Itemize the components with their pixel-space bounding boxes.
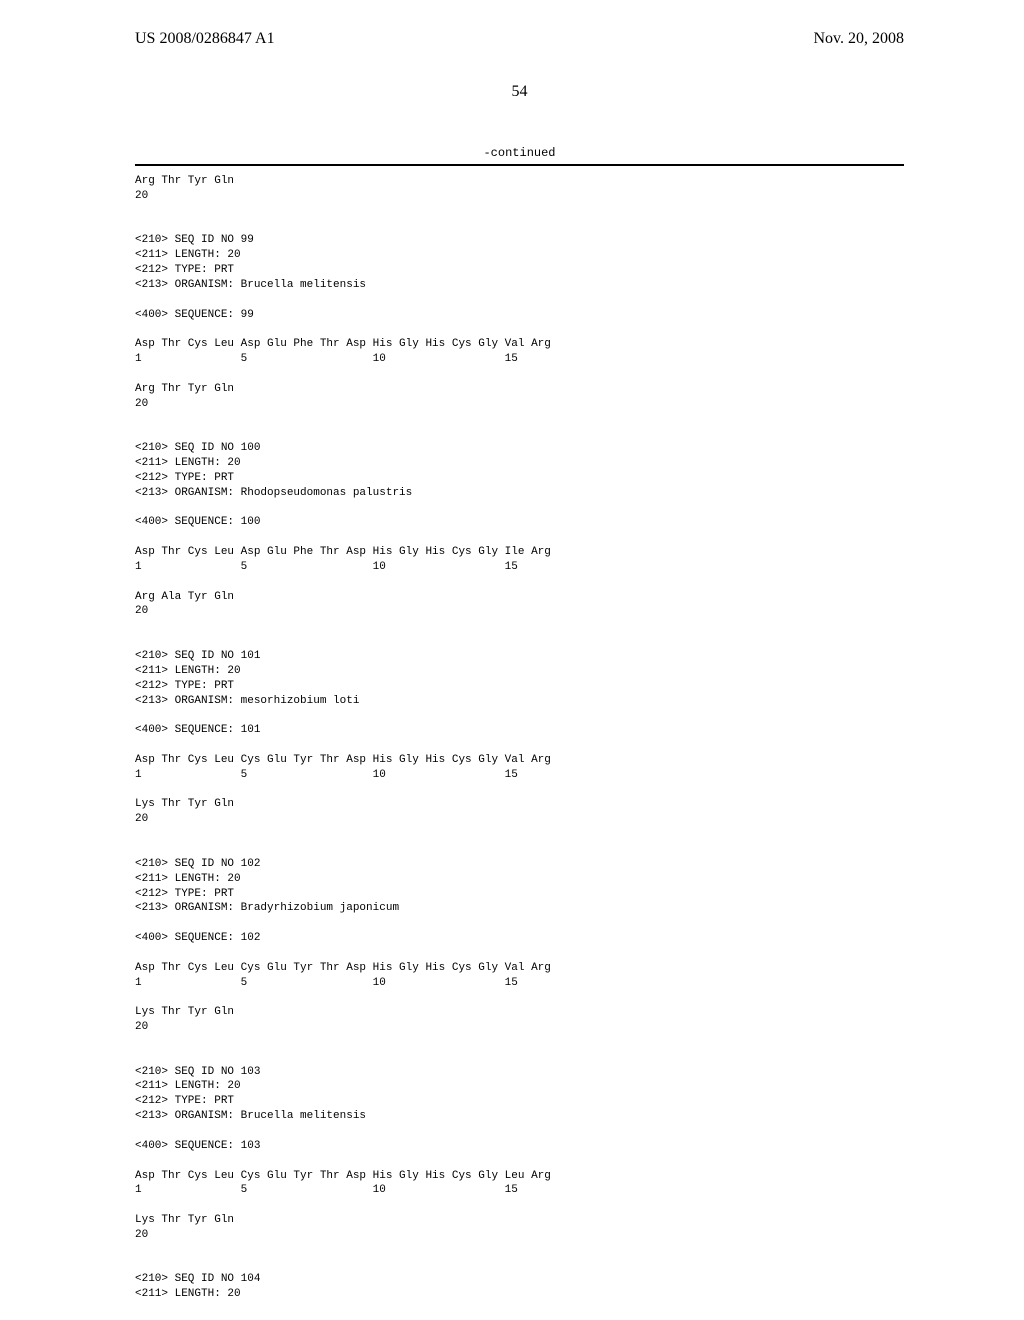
seq-id-line: <210> SEQ ID NO 101 — [135, 650, 260, 662]
continued-label: -continued — [135, 146, 904, 160]
seq-organism-line: <213> ORGANISM: Brucella melitensis — [135, 279, 366, 291]
seq-header-line: <400> SEQUENCE: 101 — [135, 724, 260, 736]
seq-organism-line: <213> ORGANISM: Rhodopseudomonas palustr… — [135, 487, 412, 499]
seq-length-line: <211> LENGTH: 20 — [135, 1080, 241, 1092]
seq-type-line: <212> TYPE: PRT — [135, 1095, 234, 1107]
seq-tail-num: 20 — [135, 813, 148, 825]
seq-length-line: <211> LENGTH: 20 — [135, 665, 241, 677]
seq-num-line: 1 5 10 15 — [135, 561, 518, 573]
seq-length-line: <211> LENGTH: 20 — [135, 1288, 241, 1300]
seq-organism-line: <213> ORGANISM: Bradyrhizobium japonicum — [135, 902, 399, 914]
sequence-listing: Arg Thr Tyr Gln 20 <210> SEQ ID NO 99 <2… — [135, 174, 904, 1302]
seq-tail-line: Arg Ala Tyr Gln — [135, 591, 234, 603]
seq-header-line: <400> SEQUENCE: 100 — [135, 516, 260, 528]
seq-tail-line: Arg Thr Tyr Gln — [135, 383, 234, 395]
seq-organism-line: <213> ORGANISM: Brucella melitensis — [135, 1110, 366, 1122]
seq-num-line: 1 5 10 15 — [135, 769, 518, 781]
seq-id-line: <210> SEQ ID NO 104 — [135, 1273, 260, 1285]
seq-header-line: <400> SEQUENCE: 103 — [135, 1140, 260, 1152]
seq-tail-num: 20 — [135, 398, 148, 410]
seq-tail-line: Lys Thr Tyr Gln — [135, 798, 234, 810]
seq-num-line: 1 5 10 15 — [135, 353, 518, 365]
publication-number: US 2008/0286847 A1 — [135, 30, 275, 48]
seq-id-line: <210> SEQ ID NO 100 — [135, 442, 260, 454]
seq-id-line: <210> SEQ ID NO 102 — [135, 858, 260, 870]
seq-organism-line: <213> ORGANISM: mesorhizobium loti — [135, 695, 359, 707]
seq-length-line: <211> LENGTH: 20 — [135, 457, 241, 469]
seq-length-line: <211> LENGTH: 20 — [135, 249, 241, 261]
seq-aa-line: Asp Thr Cys Leu Cys Glu Tyr Thr Asp His … — [135, 1170, 551, 1182]
seq-tail-line: Lys Thr Tyr Gln — [135, 1214, 234, 1226]
seq-aa-line: Asp Thr Cys Leu Asp Glu Phe Thr Asp His … — [135, 546, 551, 558]
document-header: US 2008/0286847 A1 Nov. 20, 2008 — [135, 30, 904, 48]
seq-tail-num: 20 — [135, 1229, 148, 1241]
seq-id-line: <210> SEQ ID NO 99 — [135, 234, 254, 246]
seq-tail-num: 20 — [135, 190, 148, 202]
seq-aa-line: Asp Thr Cys Leu Cys Glu Tyr Thr Asp His … — [135, 962, 551, 974]
seq-num-line: 1 5 10 15 — [135, 1184, 518, 1196]
seq-type-line: <212> TYPE: PRT — [135, 472, 234, 484]
seq-header-line: <400> SEQUENCE: 102 — [135, 932, 260, 944]
seq-aa-line: Asp Thr Cys Leu Cys Glu Tyr Thr Asp His … — [135, 754, 551, 766]
section-divider — [135, 164, 904, 166]
seq-num-line: 1 5 10 15 — [135, 977, 518, 989]
seq-aa-line: Asp Thr Cys Leu Asp Glu Phe Thr Asp His … — [135, 338, 551, 350]
seq-tail-line: Lys Thr Tyr Gln — [135, 1006, 234, 1018]
seq-length-line: <211> LENGTH: 20 — [135, 873, 241, 885]
seq-type-line: <212> TYPE: PRT — [135, 264, 234, 276]
seq-id-line: <210> SEQ ID NO 103 — [135, 1066, 260, 1078]
seq-header-line: <400> SEQUENCE: 99 — [135, 309, 254, 321]
seq-tail-num: 20 — [135, 605, 148, 617]
page-number: 54 — [135, 83, 904, 101]
seq-type-line: <212> TYPE: PRT — [135, 680, 234, 692]
seq-tail-num: 20 — [135, 1021, 148, 1033]
seq-type-line: <212> TYPE: PRT — [135, 888, 234, 900]
seq-tail-line: Arg Thr Tyr Gln — [135, 175, 234, 187]
publication-date: Nov. 20, 2008 — [813, 30, 904, 48]
